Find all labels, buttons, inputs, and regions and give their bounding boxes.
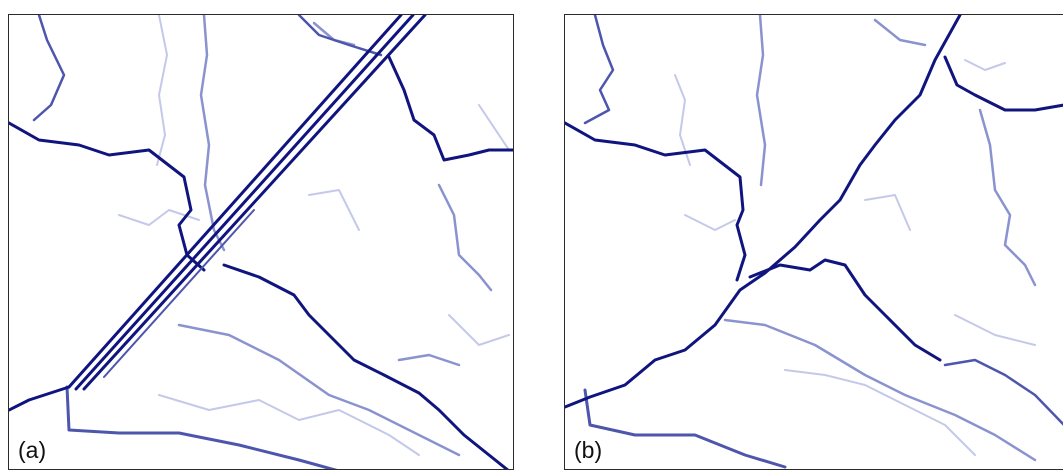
river-faint — [684, 214, 736, 231]
river-faint — [954, 314, 1036, 346]
river-light — [312, 21, 356, 47]
river-faint — [964, 59, 1006, 71]
river-faint — [118, 209, 200, 226]
river-mid — [583, 15, 615, 125]
river-light — [437, 183, 493, 292]
river-artifact-line — [74, 15, 415, 391]
river-faint — [156, 15, 168, 166]
river-artifact-line — [82, 15, 427, 391]
river-faint — [674, 74, 691, 166]
river-dark — [565, 15, 962, 409]
river-artifact-line — [67, 15, 403, 389]
river-faint — [864, 194, 911, 231]
river-light — [397, 353, 461, 367]
river-dark — [565, 121, 747, 282]
panel-label-b: (b) — [571, 437, 606, 463]
river-artifact-line — [103, 209, 255, 378]
river-light — [177, 323, 461, 457]
river-light — [199, 15, 226, 252]
river-light — [723, 318, 1037, 462]
river-faint — [308, 189, 360, 231]
river-dark — [9, 121, 206, 272]
river-mid — [583, 388, 787, 469]
river-light — [978, 108, 1037, 287]
river-mid — [32, 15, 66, 122]
river-network-map-a — [9, 15, 513, 469]
river-faint — [478, 104, 510, 151]
panel-a: (a) — [8, 14, 514, 470]
river-dark — [387, 55, 513, 162]
river-network-map-b — [565, 15, 1063, 469]
river-mid — [65, 385, 338, 469]
panel-b: (b) — [564, 14, 1063, 470]
river-faint — [448, 314, 510, 346]
river-faint — [158, 394, 420, 456]
river-light — [873, 18, 927, 47]
panel-label-a: (a) — [15, 437, 50, 463]
river-mid — [943, 358, 1063, 426]
river-dark — [748, 258, 942, 362]
river-mid — [297, 15, 383, 57]
river-dark — [9, 385, 71, 412]
river-light — [755, 15, 767, 187]
river-dark — [222, 263, 509, 469]
river-dark — [943, 55, 1063, 112]
river-faint — [784, 369, 976, 456]
